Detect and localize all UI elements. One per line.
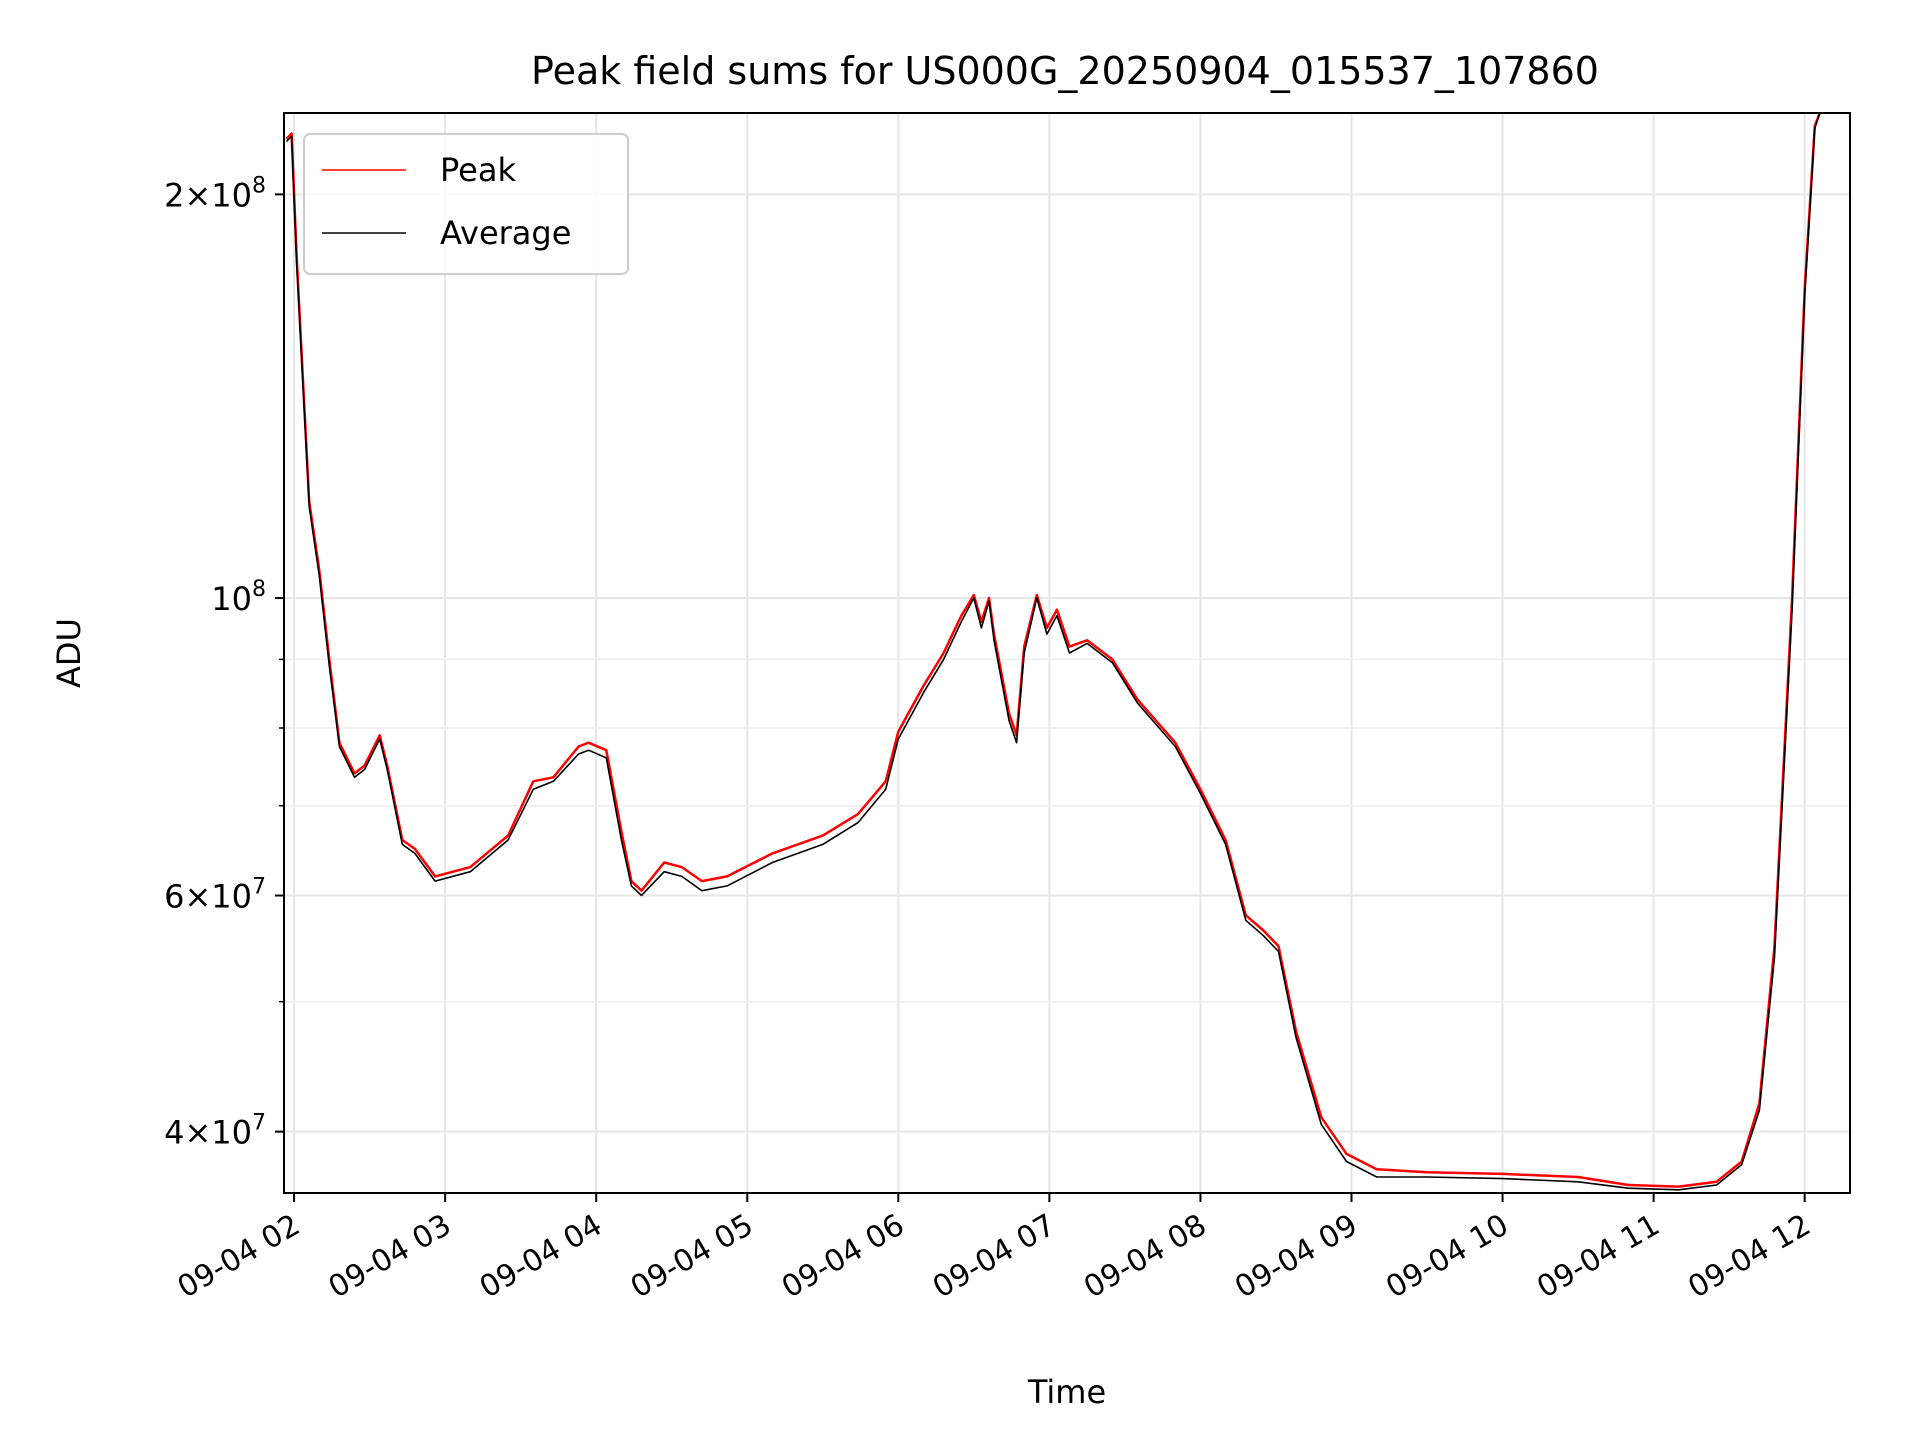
series-line-peak xyxy=(285,113,1821,1188)
y-axis-label: ADU xyxy=(50,618,88,688)
grid-lines xyxy=(284,113,1850,1193)
y-tick-label: 6×107 xyxy=(164,875,266,916)
legend-box xyxy=(303,133,629,275)
y-tick-label: 2×108 xyxy=(164,173,266,214)
legend-label-average: Average xyxy=(440,214,571,252)
series-line-average xyxy=(285,113,1821,1191)
legend-label-peak: Peak xyxy=(440,151,516,189)
series-layer xyxy=(285,113,1821,1191)
x-axis-label: Time xyxy=(1027,1373,1106,1411)
plot-frame xyxy=(283,112,1851,1194)
chart-title: Peak field sums for US000G_20250904_0155… xyxy=(531,49,1599,93)
legend: Peak Average xyxy=(303,133,629,275)
y-tick-label: 4×107 xyxy=(164,1111,266,1152)
